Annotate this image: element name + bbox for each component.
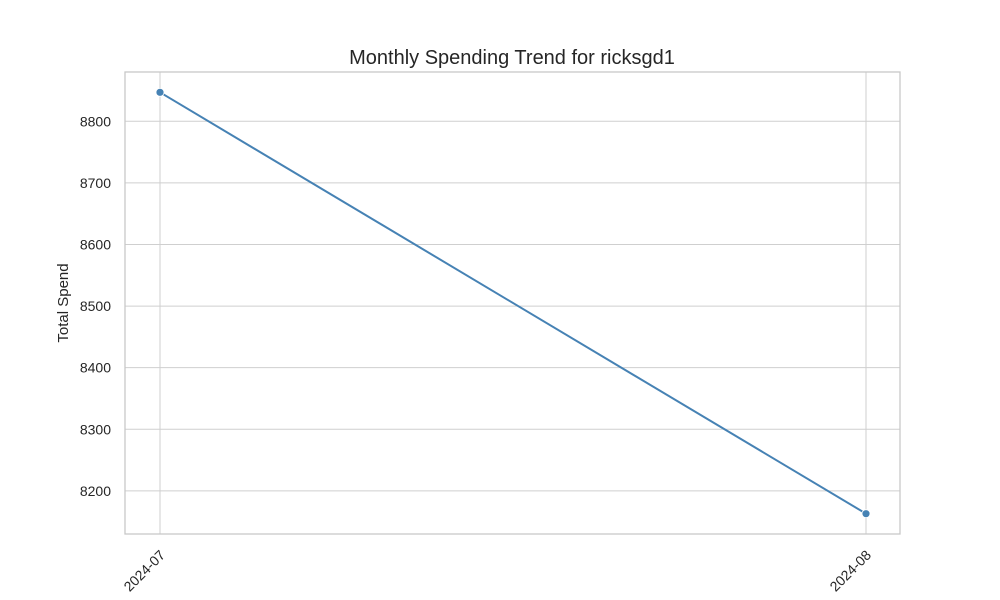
x-tick-label: 2024-08 [826, 547, 874, 595]
plot-frame [124, 71, 901, 535]
y-tick-label: 8600 [80, 236, 111, 252]
x-tick-label: 2024-07 [120, 547, 168, 595]
y-tick-label: 8800 [80, 113, 111, 129]
data-point [155, 87, 165, 97]
data-point [861, 509, 871, 519]
y-tick-label: 8500 [80, 298, 111, 314]
y-axis-label: Total Spend [55, 263, 72, 342]
y-tick-labels: 8200 8300 8400 8500 8600 8700 8800 [80, 113, 111, 499]
x-tick-labels: 2024-07 2024-08 [120, 547, 874, 595]
grid-lines [125, 72, 900, 534]
series-layer [155, 87, 871, 519]
chart-title: Monthly Spending Trend for ricksgd1 [349, 47, 675, 69]
y-tick-label: 8300 [80, 421, 111, 437]
series-line [159, 91, 867, 515]
y-tick-label: 8200 [80, 483, 111, 499]
y-tick-label: 8700 [80, 175, 111, 191]
y-tick-label: 8400 [80, 360, 111, 376]
